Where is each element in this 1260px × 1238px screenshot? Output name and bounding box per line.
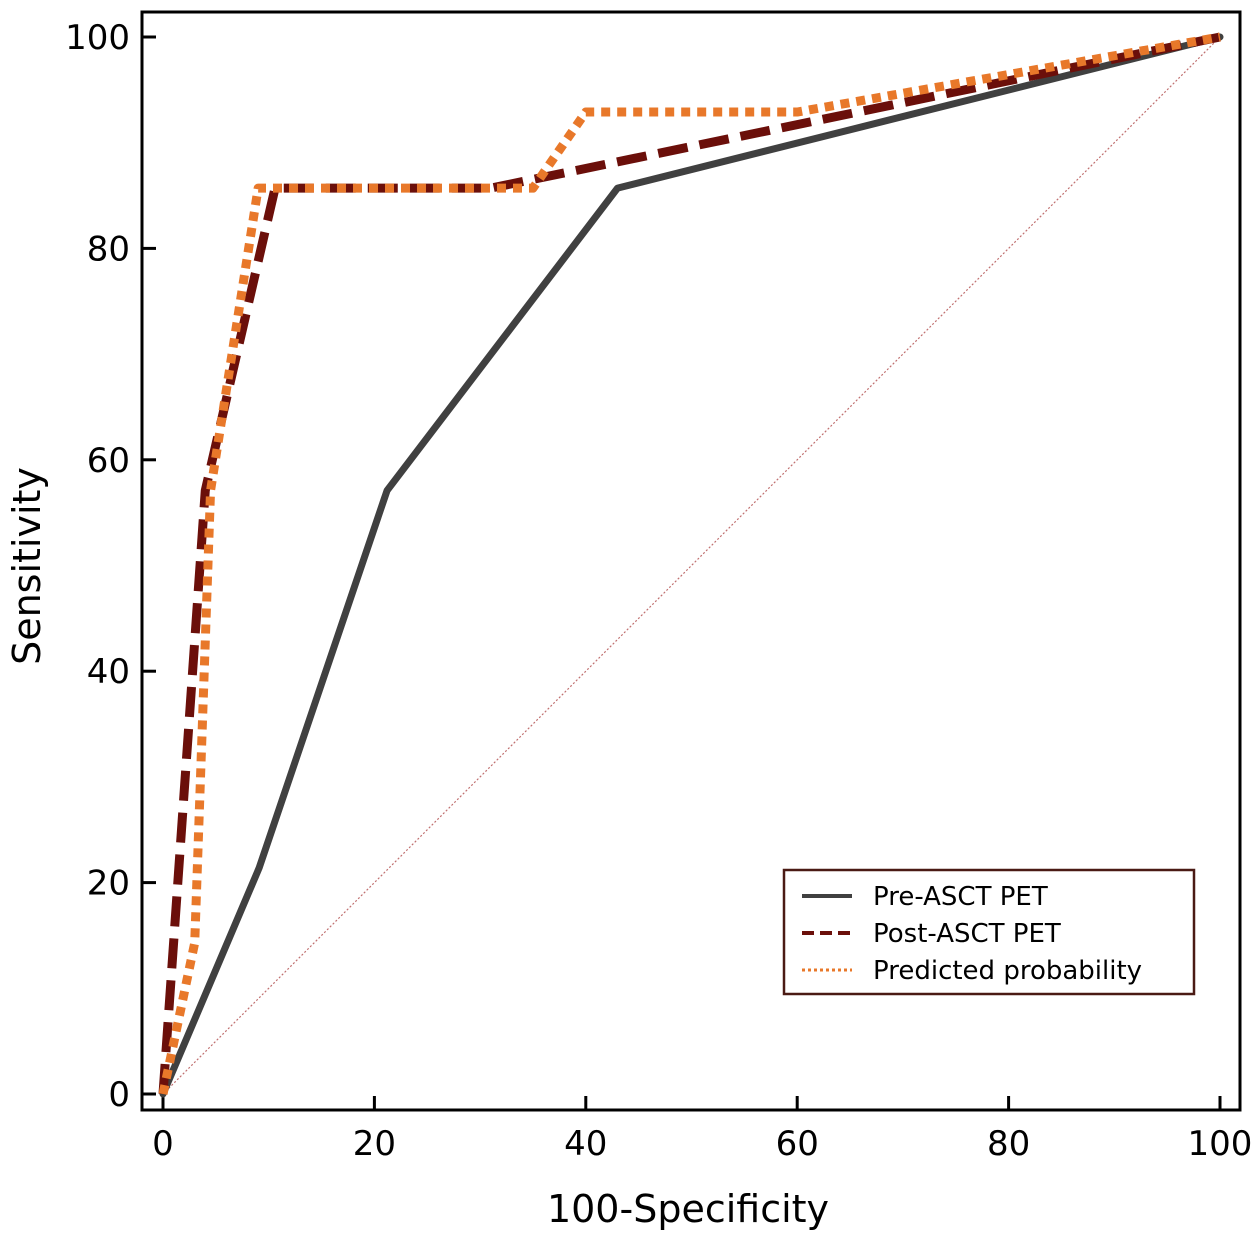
y-tick-label: 0 [108, 1075, 130, 1115]
plot-frame [140, 10, 1242, 1112]
x-tick-label: 60 [776, 1124, 819, 1164]
legend-label-3: Predicted probability [873, 956, 1142, 986]
y-tick-label: 80 [87, 229, 130, 269]
y-tick-label: 60 [87, 441, 130, 481]
y-tick-label: 100 [65, 18, 130, 58]
y-tick-label: 40 [87, 652, 130, 692]
x-tick-label: 40 [564, 1124, 607, 1164]
series-line-3 [158, 32, 1221, 1095]
y-tick-label: 20 [87, 864, 130, 904]
reference-diagonal-line [162, 36, 1221, 1095]
legend: Pre-ASCT PET Post-ASCT PET Predicted proba… [782, 868, 1196, 996]
legend-label-1: Pre-ASCT PET [873, 882, 1048, 912]
legend-box [782, 868, 1196, 996]
y-axis-title: Sensitivity [5, 467, 49, 665]
tick-labels: 0 20 40 60 80 100 0 20 40 60 80 100 [65, 18, 1252, 1164]
x-axis-title: 100-Specificity [547, 1187, 829, 1231]
x-tick-label: 20 [353, 1124, 396, 1164]
x-tick-label: 100 [1188, 1124, 1253, 1164]
legend-label-2: Post-ASCT PET [873, 919, 1061, 949]
tick-marks [142, 35, 1222, 1110]
x-tick-label: 80 [987, 1124, 1030, 1164]
series-layer [158, 32, 1224, 1098]
series-line-1 [159, 33, 1224, 1098]
series-line-2 [158, 32, 1221, 1095]
legend-items: Pre-ASCT PET Post-ASCT PET Predicted proba… [802, 882, 1142, 986]
x-tick-label: 0 [152, 1124, 174, 1164]
